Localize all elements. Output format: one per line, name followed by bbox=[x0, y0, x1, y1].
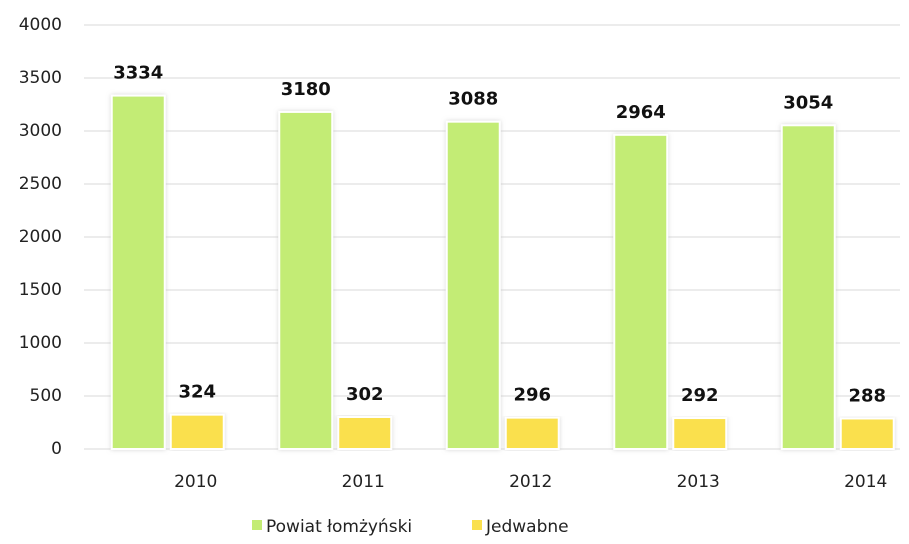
y-tick-label: 2000 bbox=[19, 227, 62, 247]
value-label: 296 bbox=[513, 385, 551, 406]
y-tick-label: 3500 bbox=[19, 68, 62, 88]
bar bbox=[278, 110, 334, 450]
value-label: 3180 bbox=[281, 79, 331, 100]
x-tick-label: 2012 bbox=[509, 472, 552, 492]
bar bbox=[839, 417, 895, 450]
value-label: 3054 bbox=[783, 92, 833, 113]
y-tick-label: 1500 bbox=[19, 280, 62, 300]
value-label: 3088 bbox=[448, 89, 498, 110]
legend-label: Powiat łomżyński bbox=[266, 517, 412, 537]
legend-label: Jedwabne bbox=[485, 517, 569, 537]
legend-swatch bbox=[252, 520, 262, 530]
y-tick-label: 500 bbox=[30, 386, 62, 406]
value-label: 302 bbox=[346, 384, 384, 405]
bar bbox=[337, 415, 393, 451]
x-tick-label: 2011 bbox=[342, 472, 385, 492]
y-tick-label: 0 bbox=[51, 439, 62, 459]
y-tick-label: 3000 bbox=[19, 121, 62, 141]
y-tick-label: 2500 bbox=[19, 174, 62, 194]
bar bbox=[445, 120, 501, 450]
value-label: 3334 bbox=[113, 63, 163, 84]
bar bbox=[504, 416, 560, 450]
y-tick-label: 4000 bbox=[19, 15, 62, 35]
x-tick-label: 2010 bbox=[174, 472, 217, 492]
y-tick-label: 1000 bbox=[19, 333, 62, 353]
legend-swatch bbox=[472, 520, 482, 530]
value-label: 292 bbox=[681, 385, 719, 406]
bar bbox=[613, 133, 669, 450]
x-tick-label: 2013 bbox=[677, 472, 720, 492]
bar bbox=[672, 417, 728, 451]
bar bbox=[110, 94, 166, 450]
bar bbox=[169, 413, 225, 451]
value-label: 288 bbox=[848, 385, 886, 406]
x-tick-label: 2014 bbox=[844, 472, 887, 492]
value-label: 324 bbox=[178, 382, 216, 403]
bar bbox=[780, 124, 836, 450]
value-label: 2964 bbox=[616, 102, 666, 123]
